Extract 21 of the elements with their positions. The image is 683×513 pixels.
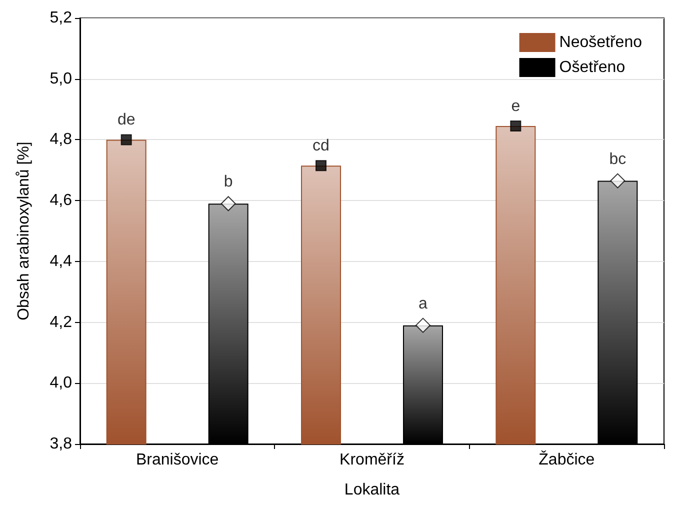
y-tick-label: 5,0 (50, 70, 72, 88)
x-tick-label: Branišovice (136, 452, 219, 468)
y-tick-label: 4,4 (50, 252, 72, 270)
y-tick-label: 4,8 (50, 131, 72, 148)
y-tick-label: 4,6 (50, 192, 72, 210)
x-tick-label: Kroměříž (340, 452, 404, 468)
y-tick-label: 3,8 (50, 436, 72, 452)
annotation: de (117, 112, 136, 129)
annotation: cd (312, 138, 330, 155)
annotation: e (511, 98, 520, 116)
annotation: a (418, 295, 428, 312)
y-axis-title: Obsah arabinoxylanů [%] (16, 142, 32, 320)
y-tick-label: 4,2 (50, 314, 72, 331)
x-axis-title: Lokalita (344, 482, 400, 498)
annotation: b (224, 174, 233, 191)
annotation: bc (609, 150, 626, 168)
y-tick-label: 4,0 (50, 374, 72, 392)
legend-label: Ošetřeno (559, 59, 626, 76)
x-tick-label: Žabčice (538, 450, 595, 468)
y-tick-label: 5,2 (50, 10, 72, 26)
legend-label: Neošetřeno (559, 34, 642, 51)
